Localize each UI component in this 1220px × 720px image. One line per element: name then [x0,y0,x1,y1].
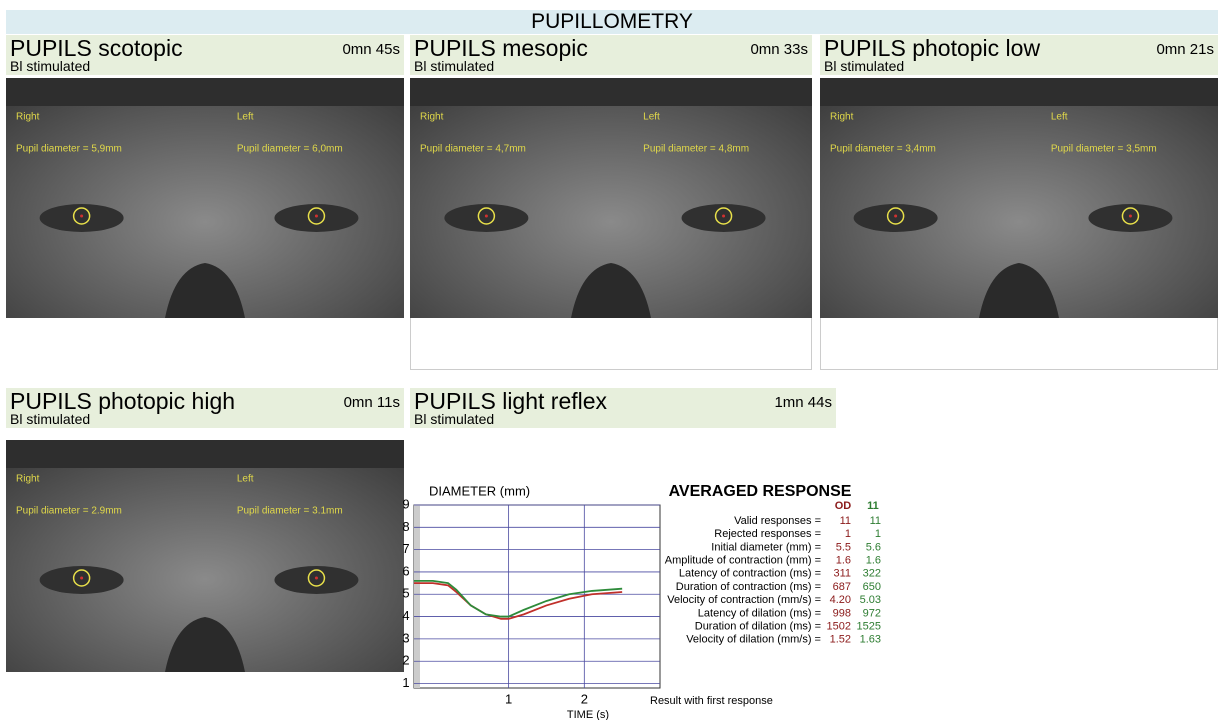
y-tick-label: 8 [402,519,409,534]
x-tick-label: 1 [505,691,512,706]
od-value: 1.52 [830,634,851,646]
column-header: 11 [867,500,879,512]
headband [410,78,812,106]
pupil-diameter: Pupil diameter = 6,0mm [237,144,343,155]
y-tick-label: 9 [402,496,409,511]
row-label: Valid responses = [734,515,821,527]
panel-subtitle: Bl stimulated [414,59,494,74]
panel-time: 0mn 45s [342,41,400,58]
pupil-center [80,577,83,580]
pupil-diameter: Pupil diameter = 3.1mm [237,506,343,517]
row-label: Duration of contraction (ms) = [676,581,821,593]
panel-subtitle: Bl stimulated [10,412,90,427]
pupil-center [1129,215,1132,218]
response-table: AVERAGED RESPONSE OD 11 Result with firs… [620,478,920,713]
page-header: PUPILLOMETRY [6,10,1218,34]
panel-time: 0mn 21s [1156,41,1214,58]
pupil-center [80,215,83,218]
panel-title-bar: PUPILS photopic highBl stimulated0mn 11s [6,388,404,428]
y-tick-label: 1 [402,675,409,690]
y-tick-label: 4 [402,608,409,623]
eye-label: Left [237,112,254,123]
od-value: 4.20 [830,594,851,606]
column-header: OD [835,500,852,512]
od-value: 1 [845,528,851,540]
x-tick-label: 2 [581,691,588,706]
pupil-diameter: Pupil diameter = 4,7mm [420,144,526,155]
pupil-diameter: Pupil diameter = 3,4mm [830,144,936,155]
panel-time: 0mn 11s [344,394,400,411]
pupil-diameter: Pupil diameter = 3,5mm [1051,144,1157,155]
row-label: Velocity of contraction (mm/s) = [667,594,821,606]
response-note: Result with first response [650,695,773,707]
panel-subtitle: Bl stimulated [10,59,90,74]
od-value: 1.6 [836,555,851,567]
pupil-center [894,215,897,218]
pupil-diameter: Pupil diameter = 5,9mm [16,144,122,155]
row-label: Initial diameter (mm) = [711,541,821,553]
x-axis-label: TIME (s) [567,709,609,720]
eye-image: Right Left Pupil diameter = 5,9mm Pupil dia… [6,78,404,318]
y-tick-label: 7 [402,541,409,556]
y-tick-label: 3 [402,630,409,645]
panel-time: 1mn 44s [774,394,832,411]
eye-label: Right [16,112,40,123]
eye-label: Left [237,474,254,485]
y-tick-label: 6 [402,563,409,578]
panel-subtitle: Bl stimulated [414,412,494,427]
os-value: 650 [863,581,881,593]
eye-image: Right Left Pupil diameter = 2.9mm Pupil dia… [6,440,404,672]
row-label: Latency of dilation (ms) = [698,607,821,619]
pupil-center [722,215,725,218]
row-label: Rejected responses = [714,528,821,540]
os-value: 322 [863,568,881,580]
headband [820,78,1218,106]
pupil-center [485,215,488,218]
panel-subtitle: Bl stimulated [824,59,904,74]
os-value: 1525 [857,621,881,633]
stimulus-band [414,505,420,688]
eye-image: Right Left Pupil diameter = 4,7mm Pupil dia… [410,78,812,318]
pupil-diameter: Pupil diameter = 4,8mm [643,144,749,155]
headband [6,440,404,468]
eye-label: Right [830,112,854,123]
headband [6,78,404,106]
panel-time: 0mn 33s [750,41,808,58]
os-value: 1.6 [866,555,881,567]
y-tick-label: 5 [402,586,409,601]
row-label: Latency of contraction (ms) = [679,568,821,580]
os-value: 1 [875,528,881,540]
pupil-diameter: Pupil diameter = 2.9mm [16,506,122,517]
os-value: 1.63 [860,634,881,646]
os-value: 11 [870,515,881,527]
eye-label: Right [16,474,40,485]
row-label: Duration of dilation (ms) = [695,621,821,633]
pupil-center [315,577,318,580]
row-label: Velocity of dilation (mm/s) = [686,634,821,646]
eye-label: Left [643,112,660,123]
od-value: 1502 [827,621,851,633]
od-value: 998 [833,607,851,619]
page: PUPILLOMETRY PUPILS scotopicBl stimulate… [0,0,1220,720]
y-tick-label: 2 [402,653,409,668]
os-value: 5.6 [866,541,881,553]
response-title: AVERAGED RESPONSE [669,483,852,500]
row-label: Amplitude of contraction (mm) = [665,555,821,567]
eye-image: Right Left Pupil diameter = 3,4mm Pupil dia… [820,78,1218,318]
od-value: 11 [840,515,851,527]
eye-label: Left [1051,112,1068,123]
os-value: 972 [863,607,881,619]
eye-label: Right [420,112,444,123]
od-value: 687 [833,581,851,593]
y-axis-label: DIAMETER (mm) [429,483,530,498]
pupil-center [315,215,318,218]
os-value: 5.03 [860,594,881,606]
od-value: 5.5 [836,541,851,553]
panel-title-bar: PUPILS scotopicBl stimulated0mn 45s [6,35,404,75]
od-value: 311 [833,568,851,580]
